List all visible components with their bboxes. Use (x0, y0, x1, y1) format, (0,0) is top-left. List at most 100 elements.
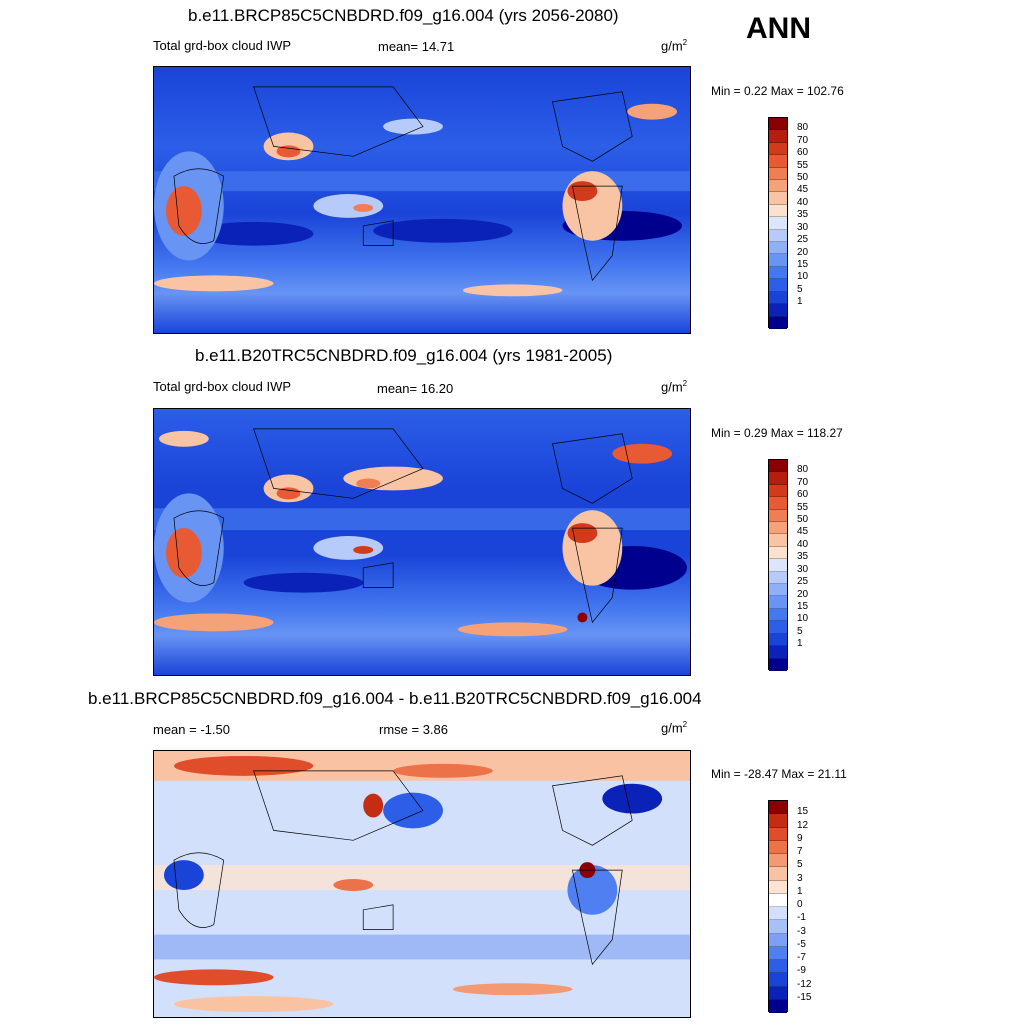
colorbar-swatch (769, 180, 787, 193)
panel2-colorbar (768, 459, 788, 671)
colorbar-tick-label: 40 (797, 196, 809, 208)
colorbar-swatch (769, 279, 787, 292)
colorbar-tick-label: 0 (797, 899, 803, 910)
colorbar-swatch (769, 933, 787, 947)
panel3-rmse-label: rmse = 3.86 (379, 722, 449, 737)
colorbar-swatch (769, 142, 787, 156)
colorbar-tick-label: 10 (797, 613, 809, 625)
colorbar-swatch (769, 130, 787, 143)
panel3-units: g/m2 (661, 720, 688, 736)
colorbar-tick-label: 15 (797, 600, 809, 612)
panel1-colorbar (768, 117, 788, 329)
colorbar-tick-label: 15 (797, 806, 809, 818)
colorbar-swatch (769, 167, 787, 181)
colorbar-swatch (769, 827, 787, 841)
colorbar-tick-label: 80 (797, 464, 809, 476)
colorbar-tick-label: 5 (797, 625, 803, 637)
colorbar-tick-label: 70 (797, 476, 809, 488)
colorbar-tick-label: 20 (797, 588, 809, 600)
panel2-title: b.e11.B20TRC5CNBDRD.f09_g16.004 (yrs 198… (195, 346, 613, 365)
colorbar-tick-label: 35 (797, 551, 809, 563)
colorbar-swatch (769, 946, 787, 960)
colorbar-swatch (769, 559, 787, 572)
colorbar-swatch (769, 986, 787, 1000)
panel2-mean-label: mean= 16.20 (377, 381, 454, 396)
colorbar-swatch (769, 960, 787, 974)
panel2-map (153, 408, 691, 676)
colorbar-swatch (769, 608, 787, 622)
panel1-title: b.e11.BRCP85C5CNBDRD.f09_g16.004 (yrs 20… (188, 6, 619, 25)
colorbar-swatch (769, 497, 787, 510)
colorbar-tick-label: 20 (797, 246, 809, 258)
colorbar-swatch (769, 242, 787, 255)
colorbar-swatch (769, 584, 787, 597)
colorbar-tick-label: 9 (797, 832, 803, 844)
panel1-map (153, 66, 691, 334)
colorbar-swatch (769, 621, 787, 634)
colorbar-swatch (769, 880, 787, 894)
colorbar-tick-label: 15 (797, 258, 809, 270)
colorbar-swatch (769, 596, 787, 609)
colorbar-tick-label: 35 (797, 209, 809, 221)
colorbar-tick-label: 1 (797, 638, 803, 650)
colorbar-tick-label: 70 (797, 134, 809, 146)
colorbar-swatch (769, 867, 787, 881)
panel1-mean-label: mean= 14.71 (378, 39, 455, 54)
colorbar-swatch (769, 304, 787, 317)
panel3-title: b.e11.BRCP85C5CNBDRD.f09_g16.004 - b.e11… (88, 689, 702, 708)
colorbar-swatch (769, 999, 787, 1013)
colorbar-tick-label: 25 (797, 234, 809, 246)
colorbar-tick-label: 10 (797, 271, 809, 283)
colorbar-swatch (769, 509, 787, 523)
colorbar-tick-label: -9 (797, 965, 806, 977)
colorbar-swatch (769, 854, 787, 868)
colorbar-swatch (769, 646, 787, 659)
colorbar-swatch (769, 316, 787, 329)
colorbar-tick-label: 25 (797, 576, 809, 588)
panel2-units: g/m2 (661, 379, 688, 395)
colorbar-tick-label: 12 (797, 819, 809, 831)
panel3-mean-label: mean = -1.50 (153, 722, 230, 737)
colorbar-tick-label: 7 (797, 846, 803, 857)
panel2-variable-label: Total grd-box cloud IWP (153, 379, 292, 394)
colorbar-swatch (769, 229, 787, 243)
panel1-units: g/m2 (661, 38, 688, 54)
colorbar-tick-label: -15 (797, 991, 812, 1003)
colorbar-swatch (769, 254, 787, 267)
season-label: ANN (746, 12, 811, 45)
colorbar-tick-label: 60 (797, 147, 809, 159)
colorbar-tick-label: 1 (797, 296, 803, 308)
colorbar-tick-label: 5 (797, 283, 803, 295)
colorbar-swatch (769, 472, 787, 485)
colorbar-swatch (769, 118, 787, 131)
panel3-map (153, 750, 691, 1018)
colorbar-tick-label: 45 (797, 184, 809, 196)
colorbar-swatch (769, 893, 787, 907)
panel1-minmax: Min = 0.22 Max = 102.76 (711, 84, 844, 98)
colorbar-swatch (769, 840, 787, 854)
colorbar-tick-label: -5 (797, 938, 806, 950)
colorbar-swatch (769, 571, 787, 585)
colorbar-swatch (769, 973, 787, 987)
colorbar-swatch (769, 546, 787, 560)
panel3-minmax: Min = -28.47 Max = 21.11 (711, 767, 847, 781)
colorbar-swatch (769, 522, 787, 535)
colorbar-tick-label: 60 (797, 489, 809, 501)
colorbar-tick-label: 50 (797, 514, 809, 526)
colorbar-tick-label: 40 (797, 538, 809, 550)
panel1-variable-label: Total grd-box cloud IWP (153, 38, 292, 53)
colorbar-swatch (769, 658, 787, 671)
colorbar-tick-label: 80 (797, 122, 809, 134)
colorbar-swatch (769, 217, 787, 230)
colorbar-tick-label: 55 (797, 159, 809, 171)
colorbar-swatch (769, 204, 787, 218)
colorbar-tick-label: 1 (797, 885, 803, 897)
colorbar-swatch (769, 907, 787, 921)
colorbar-tick-label: 30 (797, 563, 809, 575)
colorbar-tick-label: 50 (797, 172, 809, 184)
colorbar-tick-label: 5 (797, 859, 803, 871)
colorbar-tick-label: 55 (797, 501, 809, 513)
colorbar-swatch (769, 814, 787, 828)
colorbar-swatch (769, 920, 787, 934)
colorbar-swatch (769, 801, 787, 815)
